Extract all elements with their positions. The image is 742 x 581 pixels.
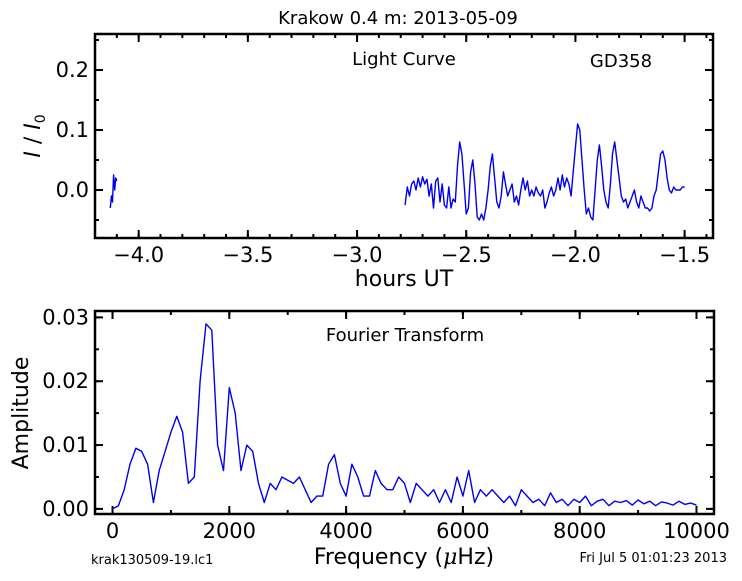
y-label-subscript: 0	[33, 114, 49, 123]
light-curve-y-tick-label: 0.1	[56, 118, 89, 142]
light-curve-y-axis-label: I / I0	[21, 114, 49, 157]
light-curve-y-tick-label: 0.0	[56, 178, 89, 202]
light-curve-x-axis-label: hours UT	[355, 267, 454, 292]
x-label-prefix: Frequency (	[314, 545, 443, 570]
fourier-y-axis-label: Amplitude	[9, 357, 34, 470]
star-name-label: GD358	[590, 51, 652, 72]
chart-title: Krakow 0.4 m: 2013-05-09	[278, 8, 518, 29]
fourier-x-tick-label: 6000	[436, 519, 489, 543]
light-curve-series	[109, 123, 685, 221]
light-curve-ticks	[94, 34, 713, 238]
fourier-y-tick-labels: 0.00 0.01 0.02 0.03	[42, 305, 89, 521]
light-curve-x-tick-label: −1.5	[659, 243, 710, 267]
fourier-transform-panel: 0 2000 4000 6000 8000 10000 0.000.010.020.03 …	[9, 305, 730, 570]
light-curve-label: Light Curve	[352, 49, 456, 70]
x-label-unit: Hz)	[457, 545, 494, 570]
fourier-transform-label: Fourier Transform	[326, 325, 484, 346]
fourier-series	[112, 323, 697, 510]
light-curve-frame	[93, 32, 715, 240]
light-curve-x-tick-label: −2.5	[441, 243, 492, 267]
fourier-series-line-0	[112, 323, 697, 510]
x-label-mu: μ	[443, 545, 457, 570]
light-curve-x-tick-label: −3.0	[332, 243, 383, 267]
fourier-y-tick-label: 0.02	[42, 369, 89, 393]
light-curve-panel: −4.0 −3.5 −3.0 −2.5 −2.0 −1.5 0.0 0.1 0.2 Light…	[21, 32, 715, 292]
y-label-main: I	[21, 151, 46, 158]
fourier-y-tick-label: 0.01	[42, 433, 89, 457]
fourier-x-axis-label: Frequency (μHz)	[314, 545, 494, 570]
fourier-x-tick-label: 0	[106, 519, 119, 543]
light-curve-series-line-1	[404, 123, 685, 221]
fourier-x-tick-labels: 0 2000 4000 6000 8000 10000	[106, 519, 730, 543]
fourier-y-tick-label: 0.00	[42, 497, 89, 521]
fourier-x-tick-label: 8000	[553, 519, 606, 543]
light-curve-y-tick-labels: 0.0 0.1 0.2	[56, 58, 89, 202]
fourier-ticks	[95, 311, 714, 514]
footer-filename: krak130509-19.lc1	[91, 553, 213, 568]
fourier-x-tick-label: 2000	[203, 519, 256, 543]
light-curve-x-tick-label: −4.0	[113, 243, 164, 267]
fourier-x-tick-label: 4000	[319, 519, 372, 543]
light-curve-y-tick-label: 0.2	[56, 58, 89, 82]
light-curve-x-tick-labels: −4.0 −3.5 −3.0 −2.5 −2.0 −1.5	[113, 243, 710, 267]
fourier-y-tick-label: 0.03	[42, 305, 89, 329]
footer-timestamp: Fri Jul 5 01:01:23 2013	[580, 551, 727, 566]
fourier-x-tick-label: 10000	[663, 519, 730, 543]
light-curve-series-line-0	[109, 174, 118, 209]
light-curve-x-tick-label: −3.5	[222, 243, 273, 267]
y-label-base: I	[21, 123, 46, 130]
light-curve-x-tick-label: −2.0	[550, 243, 601, 267]
svg-text:I / I0: I / I0	[21, 114, 49, 157]
